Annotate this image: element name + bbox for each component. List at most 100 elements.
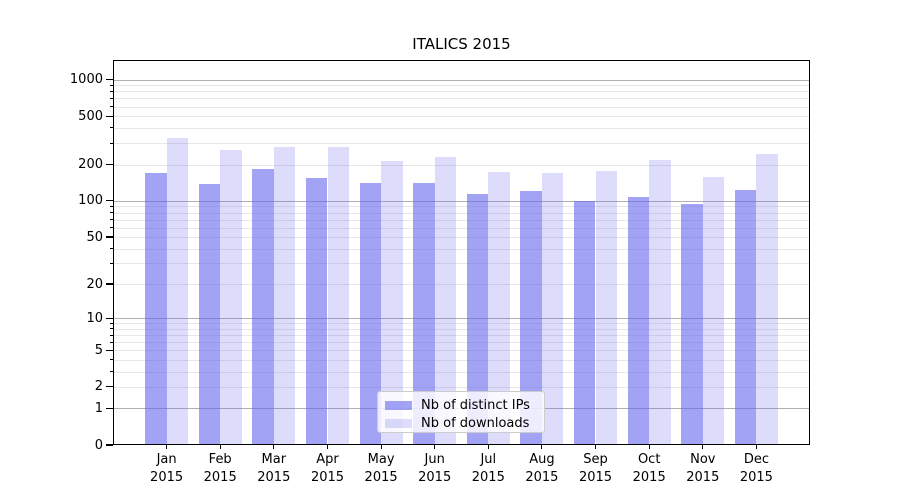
gridline-minor [113,91,810,93]
y-minor-tick [109,106,113,107]
bar-downloads-jul [488,171,510,445]
chart-title: ITALICS 2015 [412,35,511,53]
x-tick-label-jun: Jun 2015 [418,452,452,485]
y-tick [106,283,113,285]
gridline-minor [113,98,810,100]
bar-distinct-ips-oct [627,196,650,445]
x-tick-label-dec: Dec 2015 [739,452,773,485]
bar-downloads-oct [649,159,671,445]
x-tick [594,445,597,449]
gridline-minor [113,371,810,373]
y-tick-label: 500 [78,108,103,124]
x-tick-label-apr: Apr 2015 [310,452,345,485]
gridline-minor [113,350,810,352]
gridline-minor [113,164,810,166]
x-tick-label-may: May 2015 [364,452,398,485]
bar-downloads-feb [220,150,242,445]
y-minor-tick [109,248,113,250]
legend-label-downloads: Nb of downloads [421,415,530,431]
bar-downloads-jan [166,137,189,445]
gridline-minor [113,342,810,344]
x-tick-label-aug: Aug 2015 [525,452,559,485]
gridline-minor [113,219,810,221]
y-minor-tick [109,84,113,86]
x-tick-label-mar: Mar 2015 [257,452,291,485]
legend-item-distinct-ips: Nb of distinct IPs [385,397,544,413]
y-minor-tick [109,359,113,361]
bar-distinct-ips-sep [573,201,596,445]
y-minor-tick [109,227,113,228]
x-tick [434,445,436,449]
y-tick-label: 0 [94,437,103,453]
gridline-minor [113,284,810,285]
y-tick-label: 50 [86,229,103,245]
gridline-minor [113,263,810,265]
bar-distinct-ips-nov [681,203,703,445]
bar-downloads-may [381,161,403,445]
gridline-minor [113,106,810,108]
x-tick [380,445,382,449]
gridline-minor [113,143,810,145]
y-minor-tick [109,127,113,129]
gridline-major [113,200,810,202]
legend-swatch-downloads [385,418,412,428]
y-minor-tick [109,262,113,264]
legend-label-distinct-ips: Nb of distinct IPs [421,397,530,413]
bar-downloads-sep [595,171,618,445]
bar-distinct-ips-aug [520,190,542,445]
gridline-minor [113,206,810,208]
bar-downloads-apr [327,147,350,445]
x-tick [648,445,650,449]
legend-swatch-distinct-ips [385,400,412,410]
gridline-minor [113,227,810,229]
gridline-minor [113,127,810,129]
gridline-minor [113,359,810,361]
y-tick-label: 1000 [69,72,103,87]
y-minor-tick [109,341,113,343]
y-minor-tick [109,212,113,213]
x-tick [487,445,489,449]
bar-distinct-ips-jun [413,183,435,445]
gridline-minor [113,328,810,330]
y-tick-label: 5 [94,342,103,358]
y-minor-tick [109,142,113,144]
y-minor-tick [109,328,113,330]
gridline-minor [113,386,810,388]
y-tick [106,200,113,202]
bar-downloads-mar [273,147,296,445]
x-tick [541,445,543,449]
y-tick-label: 10 [86,310,103,326]
legend-item-downloads: Nb of downloads [385,415,544,431]
legend: Nb of distinct IPs Nb of downloads [377,391,545,433]
y-tick [106,115,113,117]
y-minor-tick [109,322,113,324]
bar-downloads-dec [756,154,778,445]
y-tick-label: 200 [78,157,103,172]
bar-downloads-jun [434,156,457,445]
x-tick-label-jan: Jan 2015 [150,452,184,485]
bar-distinct-ips-jul [466,194,489,445]
y-tick [106,163,113,166]
y-tick-label: 100 [78,193,103,209]
y-minor-tick [109,90,113,92]
bar-distinct-ips-may [359,182,382,445]
gridline-minor [113,212,810,214]
plot-area: Nb of distinct IPs Nb of downloads [113,60,810,445]
y-minor-tick [109,371,113,373]
x-tick [702,445,704,449]
bar-distinct-ips-dec [734,190,757,445]
bar-distinct-ips-mar [252,169,274,445]
x-tick-label-nov: Nov 2015 [686,452,720,485]
y-tick [106,78,113,81]
x-tick-label-sep: Sep 2015 [578,452,613,485]
x-tick-label-feb: Feb 2015 [203,452,237,485]
bar-distinct-ips-feb [198,184,221,445]
gridline-minor [113,85,810,87]
x-tick [166,445,168,449]
gridline-major [113,79,810,81]
y-tick [106,349,113,351]
y-minor-tick [109,334,113,336]
x-tick [219,445,221,449]
y-tick-label: 20 [86,276,103,292]
y-tick-label: 1 [94,400,103,416]
